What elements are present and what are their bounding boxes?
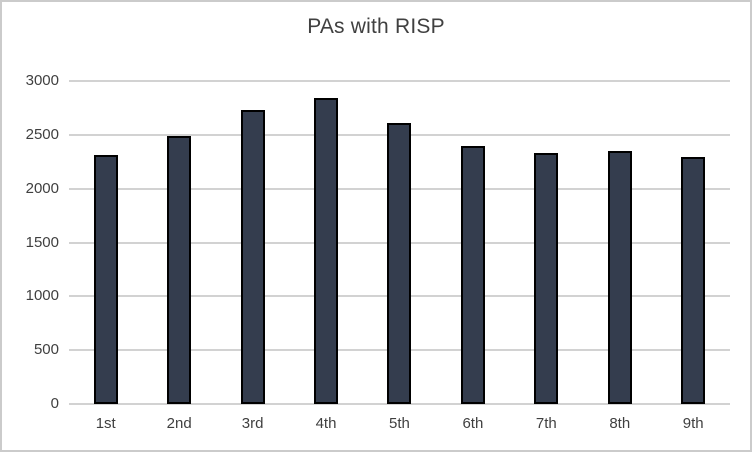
- x-axis-tick-label: 4th: [315, 415, 337, 432]
- bar-5th: [387, 123, 412, 404]
- bar-6th: [460, 145, 485, 404]
- bar-slot: [583, 81, 656, 404]
- bar-slot: [510, 81, 583, 404]
- x-axis-tick-label: 1st: [95, 415, 116, 432]
- x-axis-tick-label: 6th: [462, 415, 484, 432]
- y-axis: 0 500 1000 1500 2000 2500 3000: [2, 72, 59, 412]
- chart-title: PAs with RISP: [307, 15, 445, 38]
- bar-slot: [289, 81, 362, 404]
- bar-3rd: [240, 110, 265, 404]
- gridline: [69, 403, 730, 405]
- x-axis-tick-label: 9th: [682, 415, 704, 432]
- x-axis: 1st 2nd 3rd 4th 5th 6th 7th 8th 9th: [69, 415, 730, 432]
- bar-slot: [142, 81, 215, 404]
- bar-slot: [69, 81, 142, 404]
- bar-4th: [314, 98, 339, 404]
- y-axis-tick-label: 0: [50, 395, 59, 412]
- bar-slot: [657, 81, 730, 404]
- x-axis-tick-label: 3rd: [241, 415, 264, 432]
- y-axis-tick-label: 500: [33, 341, 59, 359]
- bar-1st: [93, 155, 118, 404]
- bar-7th: [534, 153, 559, 404]
- plot-area: [69, 80, 730, 405]
- bar-9th: [681, 157, 706, 404]
- bar-series: [69, 81, 730, 404]
- x-axis-tick-label: 2nd: [166, 415, 192, 432]
- y-axis-tick-label: 1000: [25, 287, 59, 305]
- y-axis-tick-label: 1500: [25, 233, 59, 251]
- bar-slot: [436, 81, 509, 404]
- x-axis-tick-label: 7th: [535, 415, 557, 432]
- y-axis-tick-label: 2500: [25, 125, 59, 143]
- bar-slot: [216, 81, 289, 404]
- bar-8th: [607, 150, 632, 404]
- x-axis-tick-label: 8th: [609, 415, 631, 432]
- x-axis-tick-label: 5th: [389, 415, 410, 432]
- y-axis-tick-label: 2000: [25, 179, 59, 197]
- y-axis-tick-label: 3000: [25, 72, 59, 89]
- bar-slot: [363, 81, 436, 404]
- bar-2nd: [167, 135, 192, 404]
- gridline: [69, 80, 730, 82]
